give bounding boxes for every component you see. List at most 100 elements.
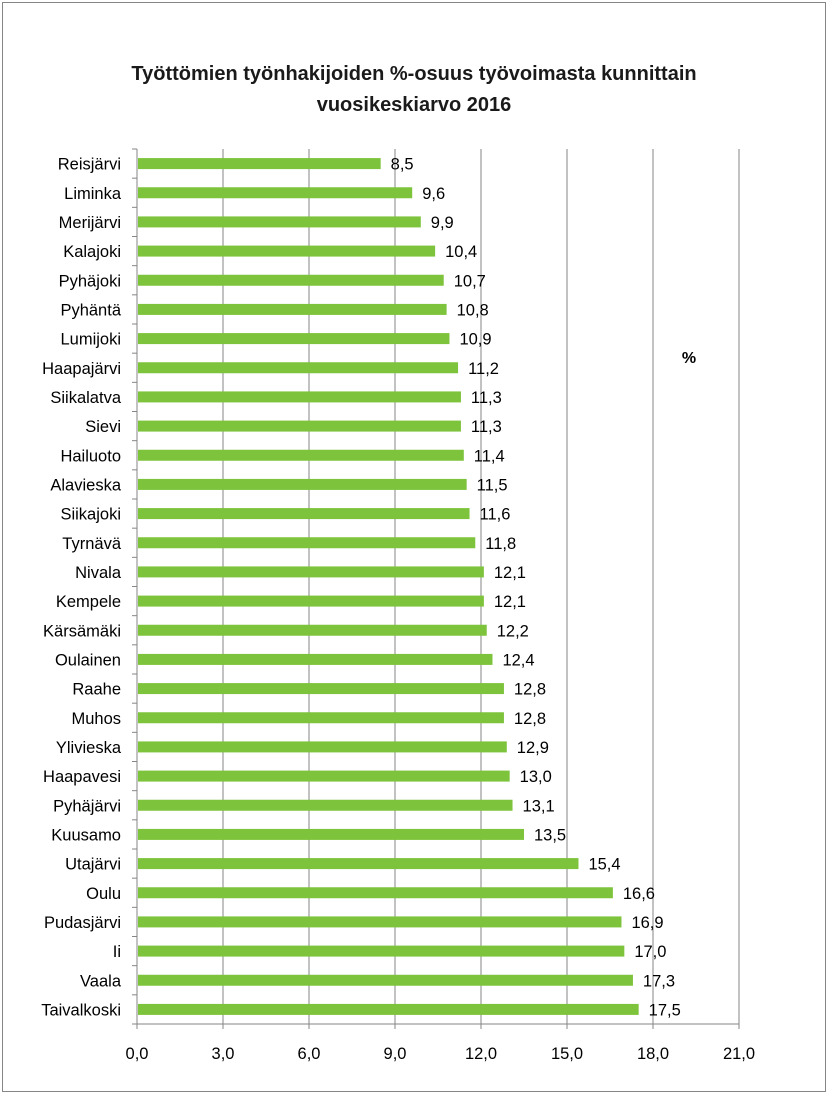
category-label: Oulainen xyxy=(55,651,121,669)
bar xyxy=(138,303,447,315)
bar xyxy=(138,595,484,607)
category-label: Pyhäjärvi xyxy=(53,797,121,815)
bar xyxy=(138,391,461,403)
bar xyxy=(138,887,613,899)
category-label: Sievi xyxy=(85,418,121,436)
bar xyxy=(138,653,493,665)
bar xyxy=(138,916,622,928)
category-label: Ii xyxy=(113,943,121,961)
bar xyxy=(138,216,421,228)
unit-label: % xyxy=(682,350,696,367)
category-label: Muhos xyxy=(71,710,121,728)
bar xyxy=(138,974,633,986)
bar xyxy=(138,420,461,432)
value-label: 9,6 xyxy=(422,185,445,203)
value-label: 12,1 xyxy=(494,593,526,611)
x-tick-label: 3,0 xyxy=(212,1045,235,1063)
category-label: Kempele xyxy=(56,593,121,611)
bar xyxy=(138,741,507,753)
bar-chart: Työttömien työnhakijoiden %-osuus työvoi… xyxy=(41,63,755,1063)
x-tick-label: 18,0 xyxy=(637,1045,669,1063)
category-label: Merijärvi xyxy=(59,214,121,232)
category-label: Pyhäjoki xyxy=(59,272,121,290)
value-label: 9,9 xyxy=(431,214,454,232)
value-label: 11,3 xyxy=(471,418,502,436)
value-label: 16,6 xyxy=(623,885,655,903)
value-label: 17,3 xyxy=(643,972,675,990)
category-label: Kalajoki xyxy=(63,243,121,261)
bar xyxy=(138,624,487,636)
value-label: 12,4 xyxy=(502,651,534,669)
x-tick-label: 6,0 xyxy=(298,1045,321,1063)
bar xyxy=(138,333,450,345)
value-label: 17,5 xyxy=(649,1001,681,1019)
category-label: Vaala xyxy=(80,972,122,990)
bar xyxy=(138,478,467,490)
bar xyxy=(138,537,476,549)
category-label: Utajärvi xyxy=(65,856,121,874)
value-label: 10,9 xyxy=(459,331,491,349)
bar xyxy=(138,245,436,257)
chart-title-line-2: vuosikeskiarvo 2016 xyxy=(317,94,512,116)
value-label: 12,2 xyxy=(497,622,529,640)
bar xyxy=(138,449,464,461)
x-tick-label: 9,0 xyxy=(384,1045,407,1063)
bar xyxy=(138,187,413,199)
bar xyxy=(138,566,484,578)
x-tick-label: 15,0 xyxy=(551,1045,583,1063)
value-label: 10,8 xyxy=(457,301,489,319)
bar xyxy=(138,799,513,811)
category-label: Reisjärvi xyxy=(58,156,121,174)
bar xyxy=(138,828,524,840)
value-label: 11,6 xyxy=(480,506,511,524)
value-label: 13,1 xyxy=(523,797,555,815)
category-label: Liminka xyxy=(64,185,122,203)
value-label: 13,5 xyxy=(534,826,566,844)
category-label: Alavieska xyxy=(50,476,121,494)
value-label: 11,3 xyxy=(471,389,502,407)
bar xyxy=(138,683,504,695)
category-label: Hailuoto xyxy=(60,447,121,465)
bar xyxy=(138,508,470,520)
category-label: Pyhäntä xyxy=(60,301,121,319)
bar xyxy=(138,1003,639,1015)
category-label: Nivala xyxy=(75,564,122,582)
plot-area: Reisjärvi 8,5 Liminka 9,6 Merijärvi 9,9 Kalajo… xyxy=(41,148,755,1063)
x-tick-label: 21,0 xyxy=(723,1045,755,1063)
x-tick-label: 12,0 xyxy=(465,1045,497,1063)
category-label: Raahe xyxy=(72,681,121,699)
category-label: Kärsämäki xyxy=(43,622,121,640)
category-label: Lumijoki xyxy=(60,331,121,349)
value-label: 12,9 xyxy=(517,739,549,757)
value-label: 16,9 xyxy=(631,914,663,932)
value-label: 15,4 xyxy=(588,856,620,874)
bar xyxy=(138,712,504,724)
category-label: Tyrnävä xyxy=(62,535,122,553)
category-label: Haapavesi xyxy=(43,768,121,786)
value-label: 17,0 xyxy=(634,943,666,961)
value-label: 11,8 xyxy=(485,535,516,553)
value-label: 8,5 xyxy=(391,156,414,174)
bar xyxy=(138,770,510,782)
x-tick-label: 0,0 xyxy=(126,1045,149,1063)
value-label: 12,8 xyxy=(514,681,546,699)
bar xyxy=(138,945,625,957)
value-label: 10,4 xyxy=(445,243,477,261)
category-label: Oulu xyxy=(86,885,121,903)
category-label: Haapajärvi xyxy=(42,360,121,378)
chart-title-line-1: Työttömien työnhakijoiden %-osuus työvoi… xyxy=(131,63,696,85)
value-label: 11,2 xyxy=(468,360,499,378)
value-label: 13,0 xyxy=(520,768,552,786)
value-label: 12,8 xyxy=(514,710,546,728)
category-label: Pudasjärvi xyxy=(44,914,121,932)
bar xyxy=(138,858,579,870)
value-label: 12,1 xyxy=(494,564,526,582)
category-label: Siikajoki xyxy=(60,506,121,524)
category-label: Kuusamo xyxy=(51,826,121,844)
category-label: Siikalatva xyxy=(50,389,121,407)
bar xyxy=(138,158,381,170)
category-label: Taivalkoski xyxy=(41,1001,121,1019)
category-label: Ylivieska xyxy=(56,739,122,757)
bar xyxy=(138,274,444,286)
